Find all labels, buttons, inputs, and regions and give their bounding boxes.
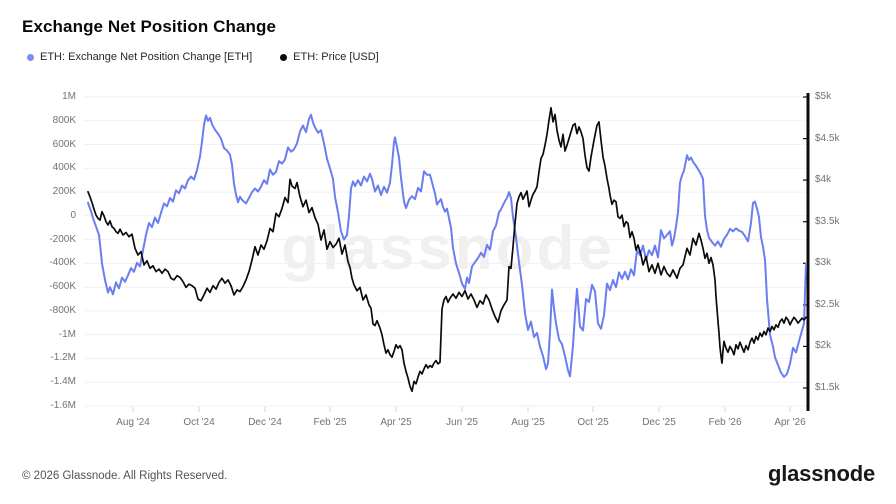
net-position-dot-icon [27,53,34,61]
netposition-line [87,113,807,378]
copyright-text: © 2026 Glassnode. All Rights Reserved. [22,470,228,482]
legend-item-label: ETH: Price [USD] [293,51,379,63]
legend-item-price[interactable]: ETH: Price [USD] [280,51,379,63]
price-line [87,106,807,393]
page-title: Exchange Net Position Change [22,17,277,36]
right-axis-bar [806,93,810,411]
legend-item-label: ETH: Exchange Net Position Change [ETH] [40,51,253,63]
legend: ETH: Exchange Net Position Change [ETH] … [27,50,379,64]
legend-item-net-position[interactable]: ETH: Exchange Net Position Change [ETH] [27,51,252,63]
price-dot-icon [280,53,288,61]
glassnode-logo: glassnode [767,461,875,486]
